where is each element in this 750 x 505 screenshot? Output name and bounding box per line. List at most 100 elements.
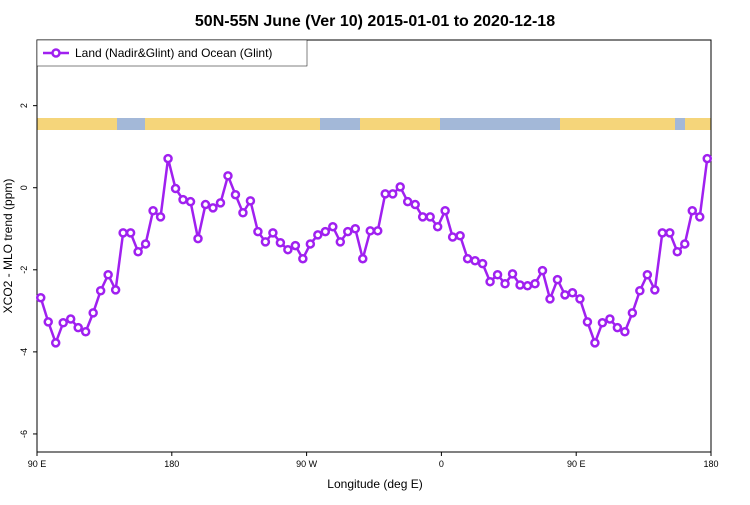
data-point — [387, 189, 398, 199]
data-point — [58, 317, 68, 328]
data-point — [65, 314, 76, 324]
data-point — [320, 226, 331, 237]
data-point — [635, 285, 645, 296]
data-point — [492, 269, 503, 280]
data-point — [702, 153, 713, 164]
data-point — [50, 338, 61, 348]
x-tick-label: 90 E — [28, 459, 47, 469]
data-point — [380, 189, 390, 199]
data-point — [575, 294, 585, 304]
data-point — [462, 253, 473, 264]
data-point — [350, 224, 361, 234]
data-point — [477, 258, 488, 269]
x-axis-label: Longitude (deg E) — [327, 477, 422, 491]
data-point — [118, 228, 128, 238]
data-point — [283, 244, 293, 255]
data-point — [395, 182, 405, 192]
data-point — [507, 269, 518, 279]
data-point — [133, 246, 143, 257]
data-point — [335, 237, 346, 247]
x-tick-label: 0 — [439, 459, 444, 469]
data-point — [163, 153, 173, 164]
data-point — [185, 196, 196, 207]
x-tick-label: 90 E — [567, 459, 586, 469]
data-point — [178, 194, 188, 205]
data-point — [500, 279, 510, 289]
data-point — [695, 212, 705, 222]
data-point — [110, 285, 121, 295]
data-point — [245, 196, 256, 206]
data-point — [582, 317, 593, 327]
data-point — [470, 256, 480, 266]
data-point — [223, 171, 233, 181]
data-point — [305, 239, 316, 249]
data-point — [372, 226, 383, 236]
data-point — [268, 228, 278, 238]
data-point — [328, 221, 338, 232]
data-point — [560, 290, 570, 300]
x-tick-label: 90 W — [296, 459, 318, 469]
data-point — [567, 288, 578, 298]
data-point — [298, 253, 308, 264]
data-point — [672, 246, 683, 257]
data-point — [620, 327, 630, 337]
data-point — [552, 274, 563, 285]
data-point — [238, 208, 248, 218]
data-point — [537, 265, 548, 276]
data-point — [425, 212, 435, 222]
y-tick-label: 2 — [19, 103, 29, 108]
data-point — [148, 205, 158, 216]
data-point — [95, 285, 106, 296]
data-point — [680, 239, 690, 249]
data-point — [260, 237, 271, 247]
data-point — [515, 280, 525, 290]
data-point — [343, 226, 353, 237]
data-point — [140, 239, 151, 249]
data-point — [35, 292, 46, 303]
data-point — [73, 322, 83, 333]
data-point — [590, 338, 600, 348]
data-point — [612, 322, 623, 333]
data-point — [417, 212, 428, 222]
y-tick-label: -6 — [19, 430, 29, 438]
plot-frame — [36, 39, 712, 453]
data-point — [440, 205, 450, 216]
data-point — [80, 327, 91, 337]
data-point — [275, 237, 286, 248]
data-point — [230, 189, 241, 200]
data-point — [485, 276, 495, 287]
data-point — [665, 228, 675, 238]
map-strip — [37, 118, 711, 130]
data-point — [193, 233, 203, 244]
data-point — [687, 205, 698, 216]
data-point — [253, 226, 263, 237]
chart-title: 50N-55N June (Ver 10) 2015-01-01 to 2020… — [195, 13, 555, 30]
data-point — [200, 199, 211, 210]
legend-label: Land (Nadir&Glint) and Ocean (Glint) — [75, 46, 272, 60]
data-point — [447, 232, 458, 242]
data-point — [627, 308, 638, 318]
data-point — [530, 279, 540, 289]
data-point — [103, 269, 113, 280]
data-point — [402, 196, 413, 207]
data-point — [545, 294, 555, 304]
legend-box — [36, 39, 308, 67]
data-point — [88, 308, 98, 318]
data-point — [125, 228, 136, 238]
data-point — [657, 228, 668, 238]
data-point — [455, 230, 465, 241]
data-point — [642, 269, 653, 280]
x-tick-label: 180 — [164, 459, 179, 469]
x-tick-label: 180 — [703, 459, 718, 469]
data-point — [43, 317, 53, 327]
data-point — [432, 221, 443, 232]
legend-marker — [51, 48, 61, 58]
y-axis-label: XCO2 - MLO trend (ppm) — [1, 179, 15, 314]
data-point — [358, 253, 368, 264]
y-tick-label: 0 — [19, 185, 29, 190]
data-point — [605, 314, 615, 324]
data-point — [597, 317, 608, 328]
data-point — [215, 198, 226, 208]
data-point — [170, 183, 181, 194]
